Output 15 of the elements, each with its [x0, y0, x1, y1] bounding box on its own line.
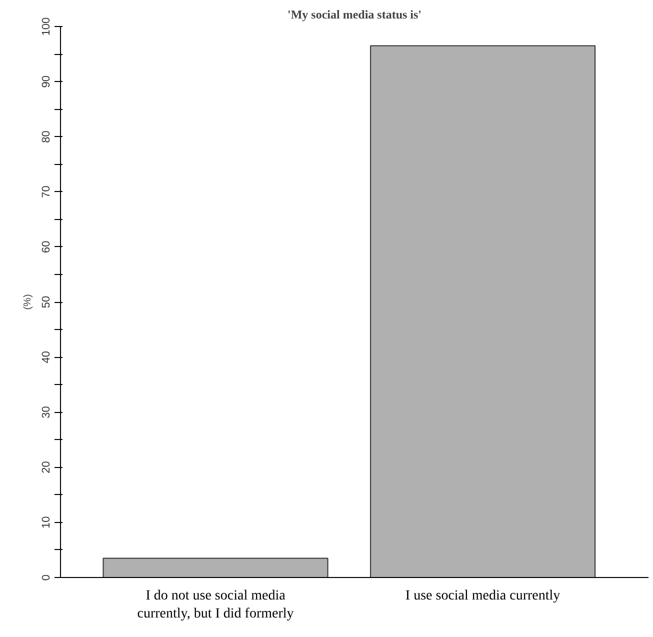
- y-tick-label: 20: [40, 461, 52, 474]
- y-tick-label: 90: [40, 75, 52, 88]
- y-tick-label: 40: [40, 350, 52, 364]
- x-tick-label: I use social media currently: [405, 588, 560, 604]
- y-tick-label: 60: [40, 240, 52, 254]
- y-axis-title: (%): [22, 294, 34, 310]
- y-tick-label: 30: [40, 406, 52, 418]
- x-tick-label: I do not use social media currently, but I did formerly: [137, 588, 294, 622]
- y-tick-label: 100: [40, 17, 52, 36]
- y-tick-label: 50: [40, 296, 52, 308]
- y-tick-label: 10: [40, 516, 52, 529]
- y-tick-label: 0: [40, 574, 52, 581]
- chart-title: 'My social media status is': [288, 8, 422, 22]
- y-tick-label: 70: [40, 186, 52, 198]
- y-tick-label: 80: [40, 130, 52, 143]
